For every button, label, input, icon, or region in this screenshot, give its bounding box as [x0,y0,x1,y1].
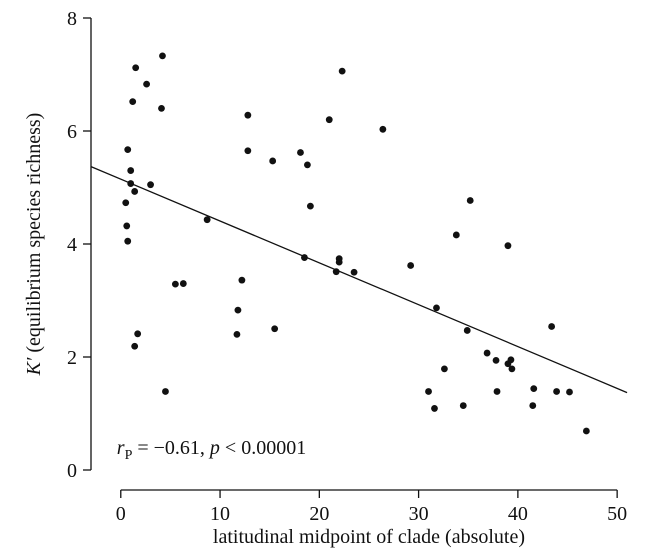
data-point [548,323,556,330]
data-point [350,268,358,276]
data-point [433,304,440,312]
x-tick-label: 30 [409,503,429,525]
y-tick-label: 4 [67,234,77,256]
data-point [338,67,346,75]
data-point [129,98,137,106]
data-point [297,149,304,156]
data-point [425,388,432,395]
data-point [134,330,142,338]
data-point [122,199,130,207]
data-point [306,202,314,210]
data-point [131,342,139,350]
x-ticks: 0 10 20 30 40 50 [116,490,627,525]
y-ticks: 0 2 4 6 8 [67,8,91,482]
data-point [123,222,131,230]
data-point [143,80,150,88]
data-point [566,388,573,396]
regression-line [90,165,628,394]
data-point [127,167,135,174]
y-tick-label: 2 [67,347,77,369]
data-point [529,402,537,409]
data-point [203,216,211,224]
data-point [233,331,241,338]
correlation-annotation: rP = −0.61, p < 0.00001 [117,437,306,463]
p-symbol: p [208,437,220,459]
data-point [158,105,165,112]
data-point [507,356,515,364]
data-point [492,356,500,364]
data-point [131,188,139,195]
data-points [122,52,590,435]
data-point [452,231,460,239]
data-point [244,111,252,119]
data-point [379,125,387,133]
data-point [124,146,132,154]
x-tick-label: 50 [607,503,627,525]
data-point [271,325,279,333]
r-symbol: r [117,437,125,459]
x-tick-label: 20 [309,503,329,525]
y-tick-label: 8 [67,8,77,30]
y-axis-title-text: (equilibrium species richness) [23,113,45,358]
data-point [171,280,179,288]
data-point [132,64,140,72]
data-point [508,365,516,373]
y-axis-title-symbol: K′ [23,357,45,376]
x-axis-title: latitudinal midpoint of clade (absolute) [213,526,525,548]
y-axis-title: K′ (equilibrium species richness) [23,113,45,377]
data-point [179,280,187,287]
data-point [582,427,590,435]
x-tick-label: 40 [508,503,528,525]
data-point [325,116,333,124]
data-point [124,237,132,245]
data-point [441,365,448,373]
data-point [431,405,438,412]
data-point [407,262,415,269]
data-point [244,147,252,155]
data-point [335,258,343,266]
data-point [304,161,311,169]
p-value: < 0.00001 [220,437,306,459]
r-subscript: P [125,448,133,463]
data-point [159,52,166,60]
data-point [301,254,308,261]
data-point [238,276,246,284]
data-point [459,402,467,409]
r-value: = −0.61, [132,437,210,459]
y-tick-label: 6 [67,121,77,143]
data-point [269,157,277,165]
data-point [234,306,242,314]
y-tick-label: 0 [67,460,77,482]
data-point [493,388,501,395]
data-point [483,349,491,357]
data-point [553,388,560,395]
data-point [162,388,169,395]
data-point [127,180,135,187]
data-point [463,327,471,334]
data-point [147,181,154,189]
x-tick-label: 10 [210,503,230,525]
data-point [332,268,340,276]
x-tick-label: 0 [116,503,126,525]
data-point [530,385,538,393]
data-point [504,242,512,250]
data-point [466,197,474,204]
axes: 0 2 4 6 8 0 10 20 30 40 50 [67,8,627,525]
